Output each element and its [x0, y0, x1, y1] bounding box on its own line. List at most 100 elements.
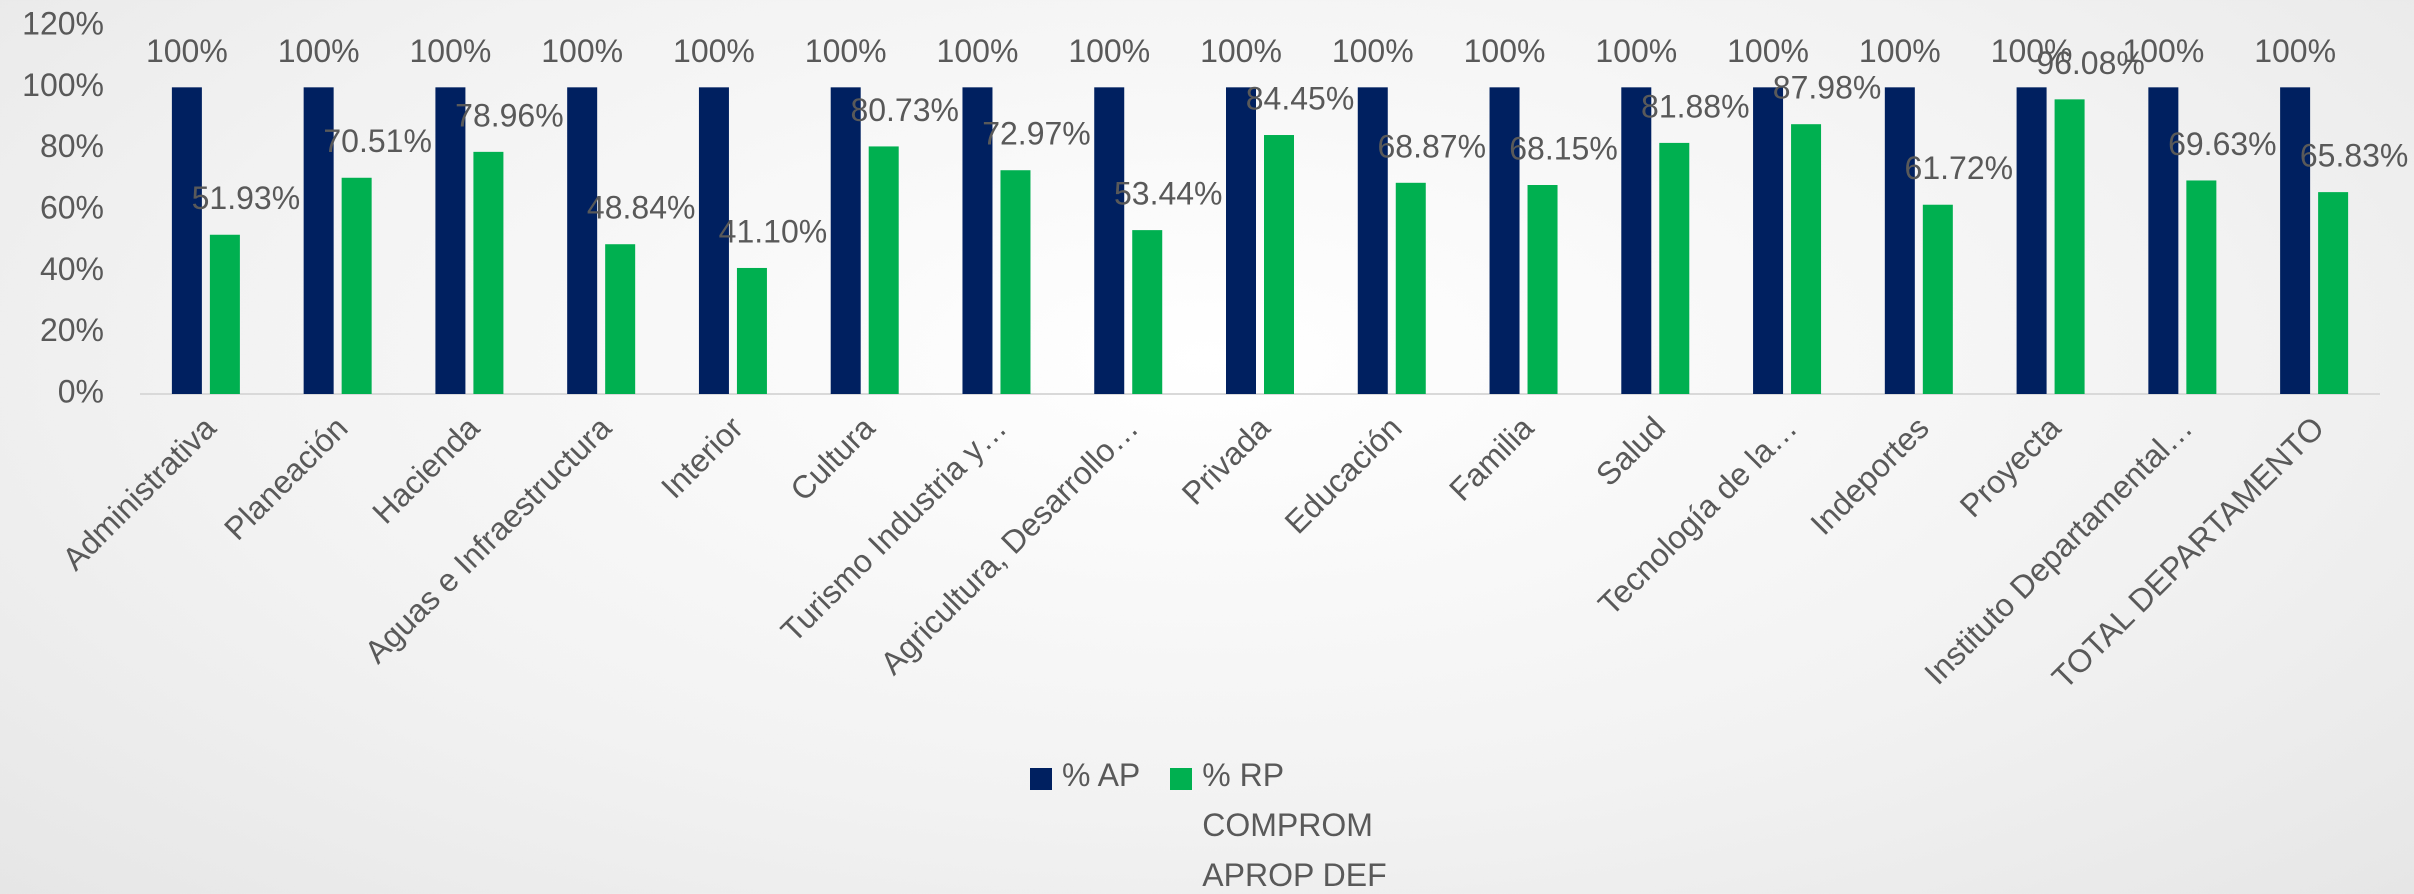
legend-item: % AP: [1030, 757, 1140, 894]
x-tick-label: Interior: [654, 409, 750, 505]
x-tick-label: Instituto Departamental…: [1917, 409, 2199, 691]
bar: [2318, 192, 2349, 394]
data-label: 78.96%: [455, 97, 564, 133]
data-label: 100%: [673, 33, 755, 69]
data-label: 100%: [1991, 33, 2073, 69]
bar: [736, 267, 767, 394]
x-tick-label: Agricultura, Desarrollo…: [873, 409, 1145, 681]
bar: [1791, 124, 1822, 394]
legend-label: % RP COMPROM APROP DEF: [1202, 757, 1387, 893]
data-label: 81.88%: [1641, 88, 1750, 124]
bar: [1884, 87, 1915, 394]
data-label: 68.15%: [1509, 130, 1618, 166]
bar: [1395, 182, 1426, 394]
data-label: 69.63%: [2168, 126, 2277, 162]
data-label: 51.93%: [192, 180, 301, 216]
data-label: 84.45%: [1246, 80, 1355, 116]
legend-swatch: [1170, 768, 1193, 790]
data-label: 100%: [146, 33, 228, 69]
bar: [1659, 142, 1690, 394]
bar: [1922, 204, 1953, 394]
y-tick-label: 40%: [40, 251, 104, 287]
x-tick-label: Aguas e Infraestructura: [357, 409, 618, 670]
data-label: 100%: [1595, 33, 1677, 69]
bar: [171, 87, 202, 394]
data-label: 68.87%: [1377, 128, 1486, 164]
bar: [1264, 135, 1294, 394]
data-label: 100%: [937, 33, 1019, 69]
y-tick-label: 100%: [22, 67, 104, 103]
x-tick-label: Privada: [1175, 409, 1277, 511]
bar: [1489, 87, 1520, 394]
x-tick-label: Turismo Industria y…: [774, 409, 1014, 649]
y-tick-label: 20%: [40, 312, 104, 348]
bar: [2016, 87, 2047, 394]
bar: [435, 87, 466, 394]
x-tick-label: Hacienda: [365, 409, 486, 530]
data-label: 80.73%: [850, 92, 959, 128]
y-tick-label: 120%: [22, 5, 104, 41]
legend: % AP % RP COMPROM APROP DEF: [1030, 757, 1392, 894]
bar: [567, 87, 598, 394]
data-label: 100%: [2254, 33, 2336, 69]
y-tick-label: 60%: [40, 189, 104, 225]
data-label: 87.98%: [1773, 70, 1882, 106]
x-tick-label: Proyecta: [1953, 409, 2068, 524]
x-tick-label: TOTAL DEPARTAMENTO: [2045, 409, 2331, 695]
bar: [1132, 230, 1163, 394]
data-label: 100%: [541, 33, 623, 69]
x-tick-label: Cultura: [783, 409, 882, 508]
x-tick-label: Educación: [1278, 409, 1409, 540]
data-label: 100%: [1068, 33, 1150, 69]
legend-swatch: [1030, 768, 1052, 790]
bar: [209, 234, 240, 394]
legend-item: % RP COMPROM APROP DEF: [1170, 757, 1392, 894]
bar: [1753, 87, 1784, 394]
y-tick-label: 0%: [58, 373, 104, 409]
x-tick-label: Indeportes: [1803, 409, 1935, 541]
data-label: 100%: [1464, 33, 1546, 69]
data-label: 100%: [1200, 33, 1282, 69]
bar: [868, 146, 899, 394]
data-label: 53.44%: [1114, 176, 1223, 212]
bar: [698, 87, 729, 394]
bar: [1094, 87, 1125, 394]
data-label: 96.08%: [2036, 45, 2145, 81]
data-label: 100%: [278, 33, 360, 69]
x-tick-label: Administrativa: [55, 409, 223, 577]
data-label: 41.10%: [719, 213, 828, 249]
data-label: 100%: [409, 33, 491, 69]
bar: [605, 244, 636, 394]
data-label: 100%: [805, 33, 887, 69]
y-tick-label: 80%: [40, 128, 104, 164]
bar: [473, 151, 504, 394]
bar: [1527, 185, 1558, 394]
bar: [1000, 170, 1031, 394]
x-tick-label: Salud: [1589, 409, 1672, 492]
data-label: 65.83%: [2300, 138, 2409, 174]
bar: [1621, 87, 1652, 394]
data-label: 61.72%: [1905, 150, 2014, 186]
x-tick-label: Familia: [1442, 409, 1541, 508]
bar: [1357, 87, 1388, 394]
x-tick-label: Planeación: [217, 409, 354, 546]
bar: [1226, 87, 1256, 394]
bar: [962, 87, 993, 394]
data-label: 100%: [1859, 33, 1941, 69]
data-label: 70.51%: [323, 123, 432, 159]
bar: [341, 177, 372, 394]
bar: [2280, 87, 2311, 394]
data-label: 48.84%: [587, 190, 696, 226]
bar: [830, 87, 861, 394]
data-label: 100%: [1727, 33, 1809, 69]
data-label: 100%: [2122, 33, 2204, 69]
bar: [2054, 99, 2085, 394]
data-label: 72.97%: [982, 116, 1091, 152]
bar: [2148, 87, 2179, 394]
legend-label: % AP: [1062, 757, 1141, 793]
bar: [2186, 180, 2217, 394]
data-label: 100%: [1332, 33, 1414, 69]
bar: [303, 87, 334, 394]
